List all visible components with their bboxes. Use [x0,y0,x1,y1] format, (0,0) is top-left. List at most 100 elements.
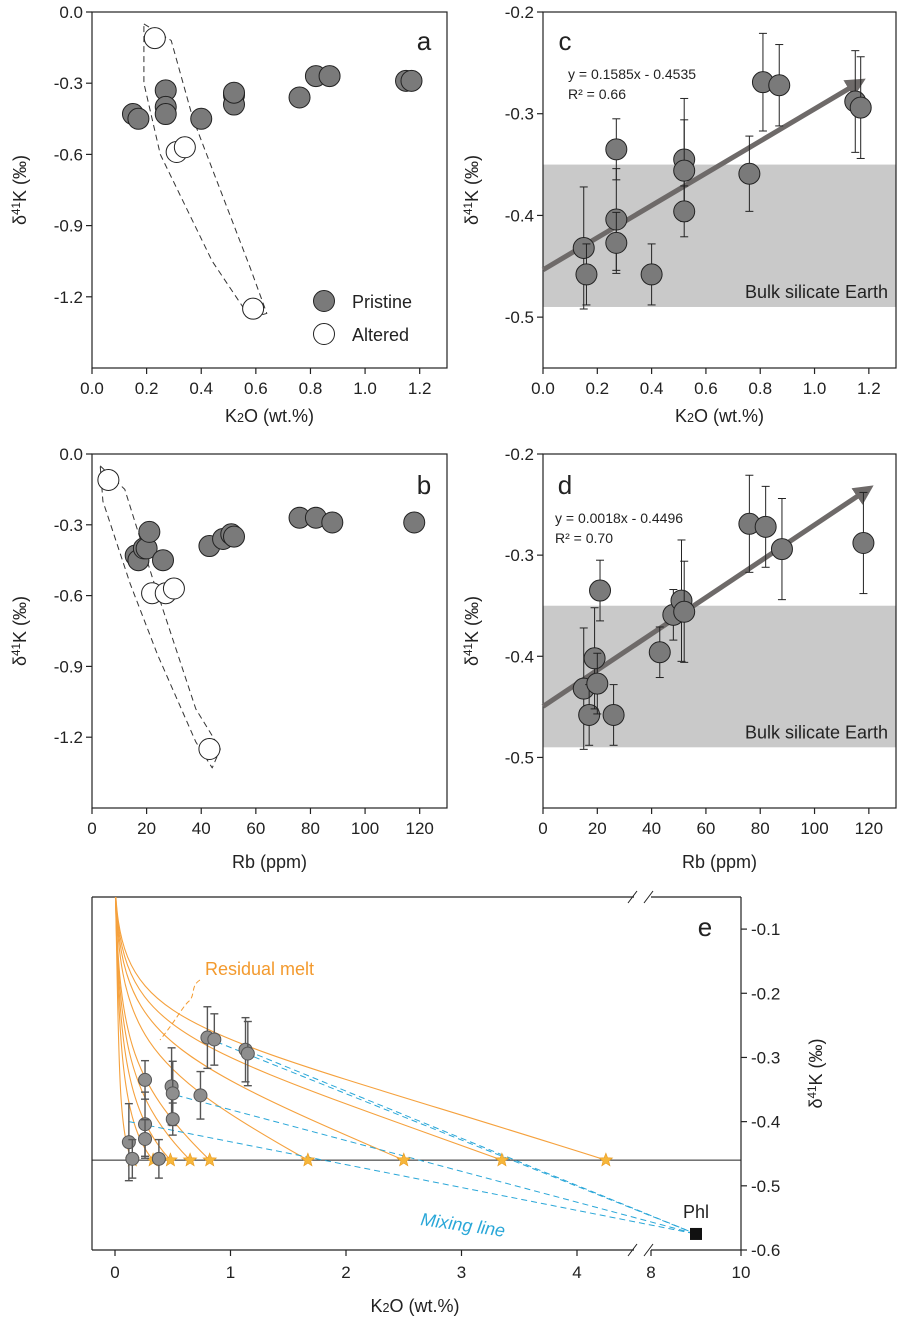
x-tick-label: 0.4 [189,379,213,398]
data-point [640,263,663,286]
residual-melt-curve [115,897,503,1161]
x-axis-label: Rb (ppm) [232,852,307,872]
legend-altered-marker [313,323,335,345]
legend-pristine-marker [313,290,335,312]
data-point [193,1088,208,1103]
data-point [673,159,696,182]
y-tick-label: -1.2 [54,288,83,307]
mixing-line [207,1037,697,1235]
panel-d: 0 20 40 60 80 100 120 -0.2 -0.3 -0.4 -0.5 d y = 0.00… [462,445,897,872]
residual-star [396,1152,412,1167]
r-squared: R² = 0.66 [568,86,626,102]
altered-point [242,297,265,320]
panel-letter-b: b [417,470,431,500]
data-point [738,162,761,185]
x-tick-label: 20 [588,819,607,838]
plot-frame [542,11,897,369]
data-point [583,647,606,670]
data-point [572,236,595,259]
panel-e: 0 1 2 3 4 8 10 -0.1 -0.2 -0.3 -0.4 -0.5 -0.6 Phl e Resi… [91,890,827,1316]
x-tick-label: 120 [855,819,883,838]
residual-melt-pointer [159,979,201,1041]
mixing-line [247,1050,697,1235]
x-tick-label: 120 [406,819,434,838]
data-point [125,1151,140,1166]
y-tick-label: -0.5 [505,308,534,327]
y-tick-label: -0.5 [751,1177,780,1196]
x-axis-label: K2O (wt.%) [675,406,764,426]
x-tick-label: 0.8 [299,379,323,398]
residual-melt-label: Residual melt [205,959,314,979]
x-tick-label: 2 [341,1263,350,1282]
data-point [648,641,671,664]
y-axis-label: δ41K (‰) [806,1038,827,1108]
legend-altered-label: Altered [352,325,409,345]
y-tick-label: -0.5 [505,748,534,767]
x-tick-label: 0.2 [585,379,609,398]
pristine-point [223,525,245,548]
y-tick-label: -0.6 [54,587,83,606]
x-tick-label: 20 [137,819,156,838]
y-tick-label: -0.3 [505,105,534,124]
data-point [240,1046,255,1061]
panel-b: 0 20 40 60 80 100 120 0.0 -0.3 -0.6 -0.9 -1.2 b Rb (p… [10,445,448,872]
data-point [605,231,628,254]
y-tick-label: 0.0 [59,445,83,464]
panel-a: 0.0 0.2 0.4 0.6 0.8 1.0 1.2 0.0 -0.3 -0.6 -0.9 -1.2… [10,3,448,426]
pristine-point [400,69,423,92]
data-point [207,1032,222,1047]
data-point [770,538,793,561]
altered-envelope [143,23,268,319]
axis-break-mark [627,1243,638,1257]
x-tick-label: 40 [192,819,211,838]
y-tick-label: 0.0 [59,3,83,22]
data-point [768,74,791,97]
altered-point [143,27,166,50]
phlogopite-end-member [690,1227,702,1240]
x-tick-label: 1.2 [408,379,432,398]
trend-arrow [541,78,866,272]
data-point [138,1131,153,1146]
residual-star [300,1152,316,1167]
mixing-line-label: Mixing line [419,1209,506,1241]
y-axis-label: δ41K (‰) [462,596,483,666]
residual-melt-curve [115,897,607,1161]
residual-star [202,1152,218,1167]
data-point [673,600,696,623]
data-point [602,703,625,726]
phl-label: Phl [683,1202,709,1222]
x-tick-label: 3 [457,1263,466,1282]
y-tick-label: -0.2 [751,984,780,1003]
r-squared: R² = 0.70 [555,530,613,546]
data-point [575,263,598,286]
pristine-point [288,86,311,109]
pristine-point [127,107,150,130]
y-tick-label: -0.2 [505,445,534,464]
x-tick-label: 80 [301,819,320,838]
y-axis-label: δ41K (‰) [462,155,483,225]
data-point [673,200,696,223]
y-tick-label: -0.2 [505,3,534,22]
y-tick-label: -0.9 [54,657,83,676]
panel-letter-a: a [417,26,432,56]
y-tick-label: -0.3 [54,516,83,535]
y-tick-label: -0.3 [54,74,83,93]
y-tick-label: -0.4 [505,647,534,666]
x-axis-label: K2O (wt.%) [225,406,314,426]
x-tick-label: 0 [110,1263,119,1282]
x-tick-label: 0.6 [244,379,268,398]
plot-frame [91,453,448,809]
y-axis-label: δ41K (‰) [10,596,31,666]
pristine-point [190,107,213,130]
bse-label: Bulk silicate Earth [745,282,888,302]
plot-frame [91,11,448,369]
data-point [165,1086,180,1101]
panel-letter-e: e [698,912,712,942]
data-point [605,138,628,161]
x-tick-label: 40 [642,819,661,838]
x-tick-label: 0.4 [640,379,664,398]
x-tick-label: 60 [696,819,715,838]
legend-pristine-label: Pristine [352,292,412,312]
x-tick-label: 4 [572,1263,581,1282]
